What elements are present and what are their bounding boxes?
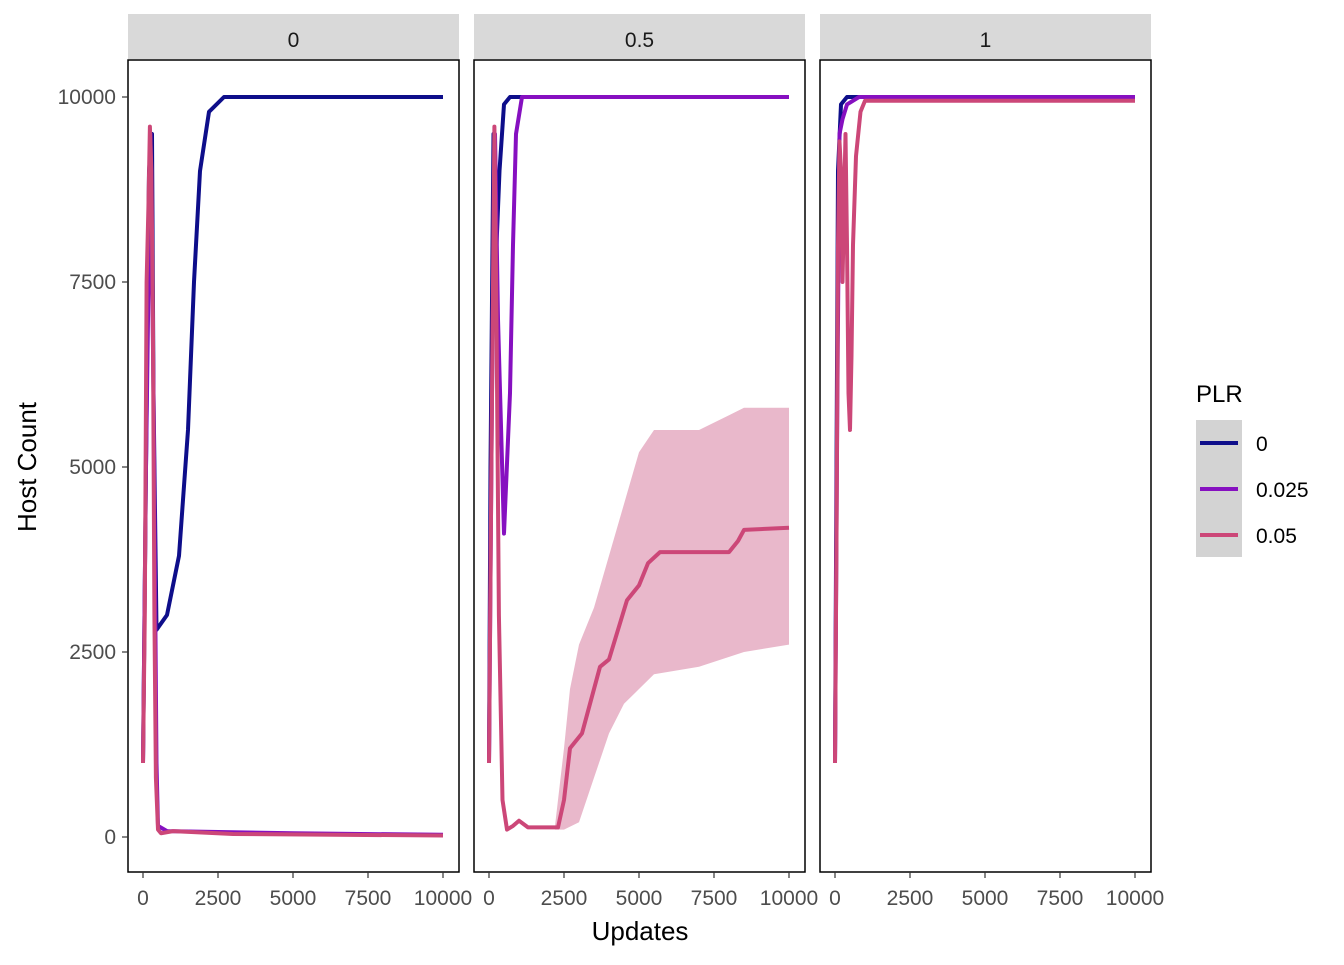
x-tick-label: 0 (829, 887, 841, 910)
legend-label: 0 (1256, 433, 1268, 456)
series-line-plr-0.05 (487, 124, 790, 832)
legend: PLR 0 0.025 0.05 (1196, 381, 1309, 557)
y-axis-title: Host Count (12, 401, 42, 532)
facet-strip (128, 14, 459, 59)
legend-title: PLR (1196, 381, 1243, 408)
facet-strip-label: 1 (980, 29, 992, 52)
plot-area (820, 60, 1151, 872)
x-axis-title: Updates (592, 916, 689, 946)
y-tick-label: 5000 (69, 456, 116, 479)
facet-panel-1: 1 0 2500 5000 7500 10000 (819, 14, 1164, 910)
x-tick-label: 0 (137, 887, 149, 910)
legend-label: 0.025 (1256, 479, 1309, 502)
facet-strip (820, 14, 1151, 59)
facet-panel-0: 0 0 2500 5000 7500 10000 0 2500 5000 7500 10000 (58, 14, 472, 910)
x-tick-label: 5000 (270, 887, 317, 910)
x-tick-label: 7500 (1037, 887, 1084, 910)
series-line-plr-0.05 (833, 98, 1135, 764)
confidence-ribbon-0.05 (555, 407, 789, 830)
facet-strip-label: 0 (288, 29, 300, 52)
y-tick-label: 0 (104, 826, 116, 849)
facet-panel-0.5: 0.5 0 2500 5000 7500 10000 (473, 14, 818, 910)
legend-label: 0.05 (1256, 525, 1297, 548)
facet-strip-label: 0.5 (625, 29, 654, 52)
y-tick-label: 10000 (58, 86, 116, 109)
y-tick-label: 2500 (69, 641, 116, 664)
x-tick-label: 2500 (887, 887, 934, 910)
x-tick-label: 0 (483, 887, 495, 910)
x-tick-label: 5000 (616, 887, 663, 910)
x-tick-label: 7500 (691, 887, 738, 910)
x-tick-label: 5000 (962, 887, 1009, 910)
x-tick-label: 2500 (541, 887, 588, 910)
x-tick-label: 10000 (414, 887, 472, 910)
x-tick-label: 7500 (345, 887, 392, 910)
y-tick-label: 7500 (69, 271, 116, 294)
x-tick-label: 10000 (1106, 887, 1164, 910)
series-line-plr-0.05 (141, 124, 444, 838)
facet-strip (474, 14, 805, 59)
x-tick-label: 10000 (760, 887, 818, 910)
plot-area (128, 60, 459, 872)
x-tick-label: 2500 (195, 887, 242, 910)
